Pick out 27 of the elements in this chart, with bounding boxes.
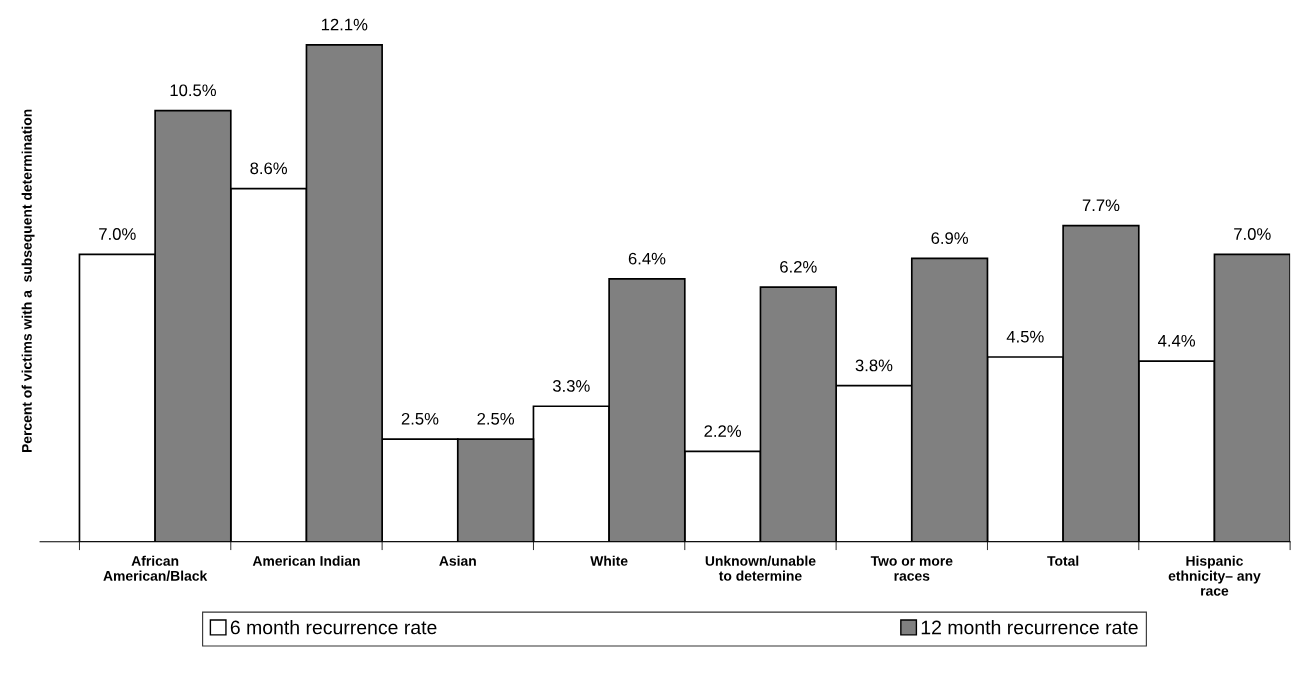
x-tick-label: Asian <box>439 555 476 566</box>
x-tick-label: Unknown/unable to determine <box>705 555 816 581</box>
data-label: 8.6% <box>250 162 288 175</box>
data-label: 2.5% <box>477 412 515 425</box>
data-label: 12.1% <box>321 18 368 31</box>
data-label: 10.5% <box>170 84 216 97</box>
data-label: 6.9% <box>931 232 969 244</box>
x-tick-label: Two or more races <box>870 556 953 581</box>
data-label: 4.4% <box>1158 334 1196 347</box>
data-label: 6.2% <box>780 260 817 273</box>
x-tick-label: Hispanic ethnicity– any race <box>1168 555 1261 596</box>
x-tick-label: American Indian <box>252 555 360 566</box>
x-tick-label: Total <box>1047 555 1079 566</box>
y-axis-title: Percent of victims with a subsequent determination <box>21 109 35 453</box>
data-label: 7.7% <box>1082 199 1120 212</box>
legend-label: 12 month recurrence rate <box>921 620 1138 635</box>
data-label: 7.0% <box>1234 228 1271 240</box>
data-label: 3.3% <box>552 380 590 392</box>
data-label: 6.4% <box>628 252 666 265</box>
data-label: 2.5% <box>401 412 439 425</box>
x-tick-label: White <box>590 555 628 566</box>
x-tick-label: African American/Black <box>103 555 208 581</box>
data-label: 3.8% <box>855 359 893 372</box>
data-label: 2.2% <box>704 425 742 437</box>
legend-label: 6 month recurrence rate <box>230 620 437 635</box>
data-label: 7.0% <box>99 228 136 240</box>
data-label: 4.5% <box>1006 330 1044 343</box>
